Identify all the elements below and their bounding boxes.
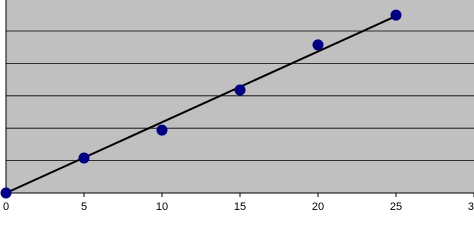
x-tick-label: 30 — [468, 201, 474, 213]
trendline — [5, 15, 397, 194]
x-tick-label: 0 — [3, 201, 9, 213]
page: 051015202530 (() => { const data = JSON.… — [0, 0, 474, 213]
data-point — [156, 124, 168, 136]
chart: 0 5 10 15 20 25 30 — [0, 0, 474, 213]
x-tick-label: 15 — [234, 201, 246, 213]
data-point — [0, 187, 12, 199]
data-point — [78, 152, 90, 164]
data-point — [234, 84, 246, 96]
x-tick-label: 20 — [312, 201, 324, 213]
x-tick-label: 10 — [156, 201, 168, 213]
x-tick-label: 5 — [81, 201, 87, 213]
data-point — [312, 39, 324, 51]
data-point — [390, 9, 402, 21]
x-tick-label: 25 — [390, 201, 402, 213]
plot-area — [6, 0, 474, 193]
